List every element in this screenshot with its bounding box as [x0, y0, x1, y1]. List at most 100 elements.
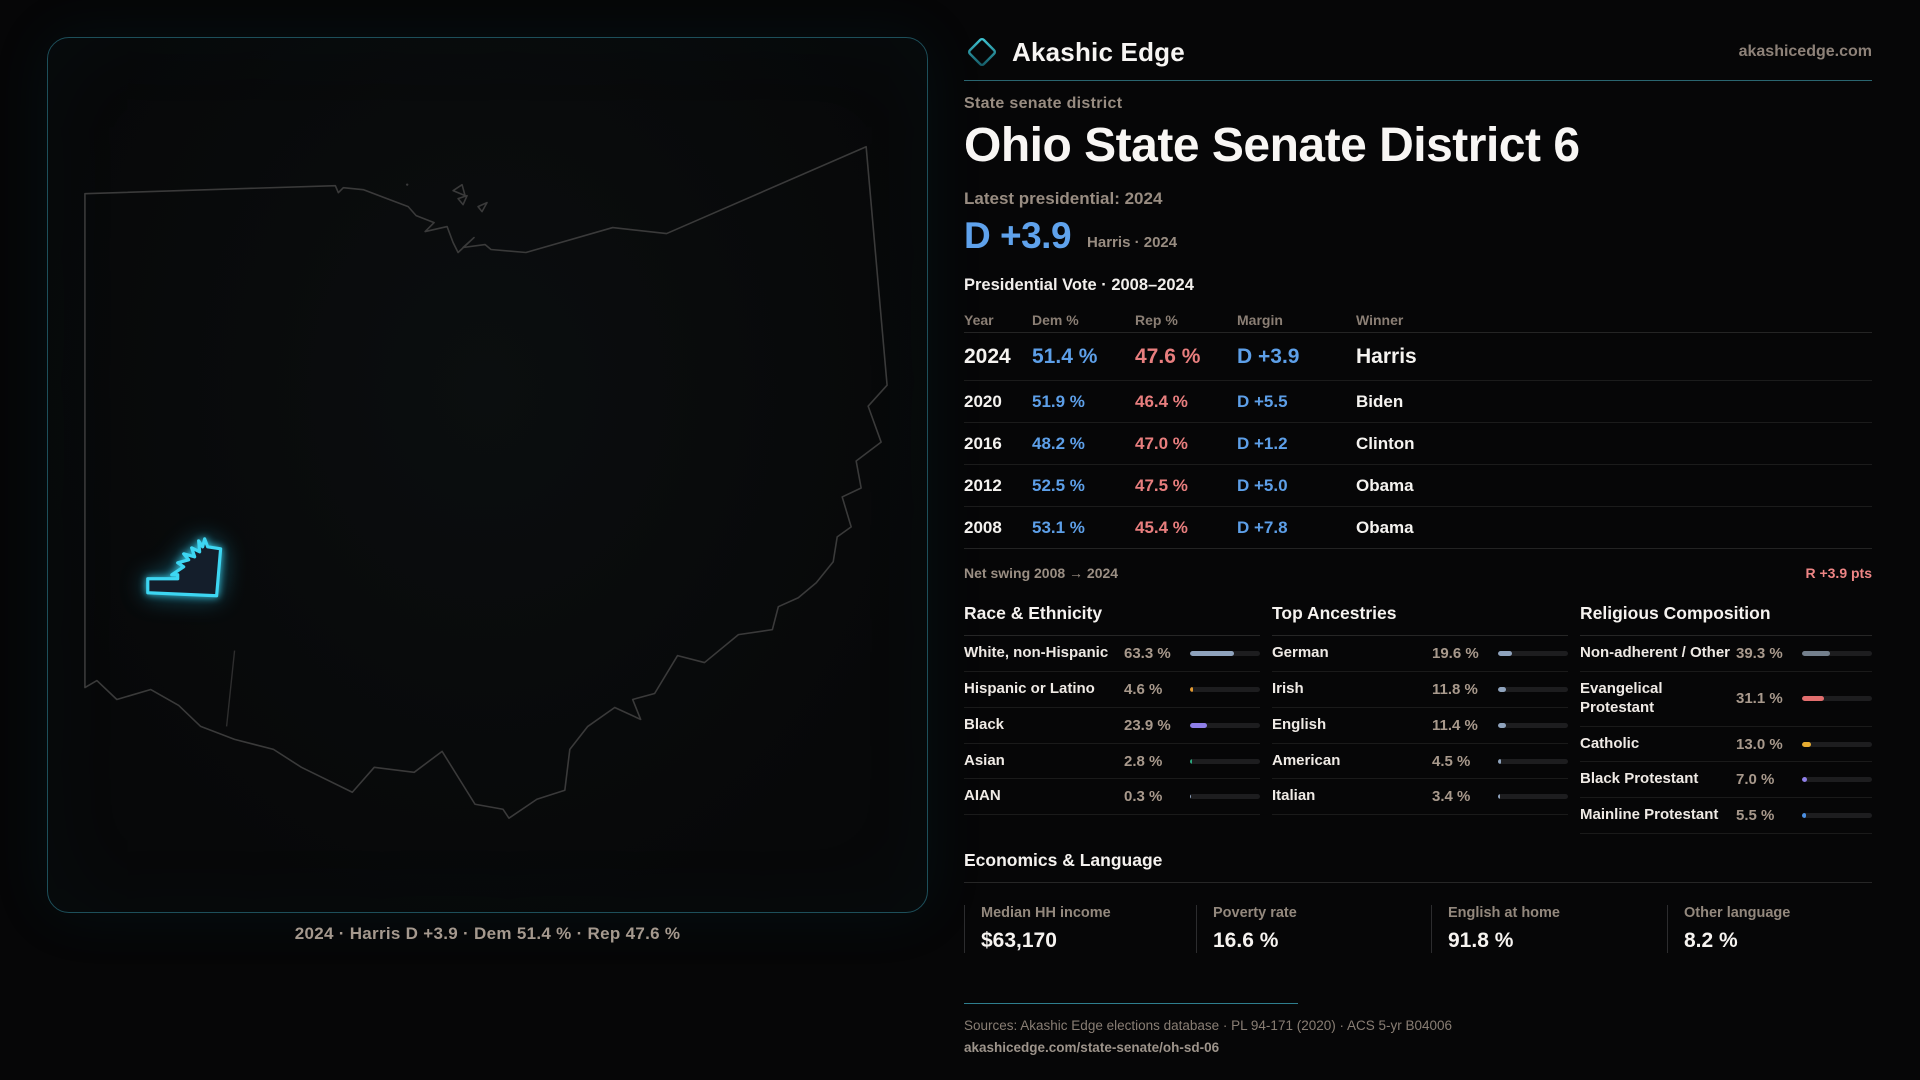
bar-track	[1190, 722, 1260, 728]
demographics-grid: Race & Ethnicity White, non-Hispanic 63.…	[964, 603, 1872, 834]
diamond-logo-icon	[967, 37, 997, 67]
vote-cell-year: 2008	[964, 517, 1002, 537]
demographic-label: Italian	[1272, 787, 1316, 805]
bar-fill	[1802, 741, 1812, 747]
stat-value: 91.8 %	[1448, 928, 1514, 952]
col-header-dem: Dem %	[1032, 311, 1079, 328]
bar-track	[1802, 777, 1872, 783]
kicker: State senate district	[964, 95, 1123, 112]
ohio-state-outline	[84, 145, 888, 820]
demographic-value: 63.3 %	[1124, 645, 1171, 663]
demographic-value: 11.4 %	[1432, 716, 1478, 734]
stat-label: English at home	[1448, 904, 1560, 921]
margin-context: Harris · 2024	[1087, 234, 1178, 252]
demographic-row: AIAN 0.3 %	[964, 779, 1260, 816]
demographic-section: Top Ancestries German 19.6 % Irish 11.8 …	[1272, 603, 1568, 816]
demographic-value: 4.6 %	[1124, 681, 1163, 699]
section-rows: German 19.6 % Irish 11.8 % English 11.4 …	[1272, 636, 1568, 816]
bar-fill	[1802, 777, 1807, 783]
vote-row: 2008 53.1 % 45.4 % D +7.8 Obama	[964, 507, 1872, 550]
section-title: Top Ancestries	[1272, 603, 1568, 637]
demographic-row: Asian 2.8 %	[964, 744, 1260, 780]
vote-row: 2024 51.4 % 47.6 % D +3.9 Harris	[964, 333, 1872, 382]
vote-cell-dem: 53.1 %	[1032, 517, 1085, 537]
vote-cell-winner: Harris	[1356, 344, 1417, 368]
bar-track	[1802, 651, 1872, 657]
economics-stats: Median HH income $63,170 Poverty rate 16…	[964, 904, 1872, 953]
stat-label: Poverty rate	[1213, 904, 1297, 921]
demographic-row: Non-adherent / Other 39.3 %	[1580, 636, 1872, 673]
bar-track	[1498, 722, 1568, 728]
bar-track	[1498, 651, 1568, 657]
stat-value: 16.6 %	[1213, 928, 1279, 952]
demographic-value: 19.6 %	[1432, 645, 1479, 663]
demographic-label: White, non-Hispanic	[964, 644, 1109, 662]
stat-value: $63,170	[981, 928, 1057, 952]
bar-fill	[1498, 794, 1501, 800]
vote-cell-rep: 47.0 %	[1135, 433, 1188, 453]
demographic-label: Non-adherent / Other	[1580, 644, 1731, 662]
vote-row: 2012 52.5 % 47.5 % D +5.0 Obama	[964, 465, 1872, 508]
demographic-section: Race & Ethnicity White, non-Hispanic 63.…	[964, 603, 1260, 816]
vote-cell-rep: 47.5 %	[1135, 475, 1188, 495]
vote-cell-winner: Obama	[1356, 517, 1414, 537]
demographic-row: Black Protestant 7.0 %	[1580, 762, 1872, 799]
bar-track	[1498, 794, 1568, 800]
brand-domain-link[interactable]: akashicedge.com	[1738, 43, 1872, 60]
brand-header: Akashic Edge akashicedge.com	[964, 30, 1872, 74]
section-rows: Non-adherent / Other 39.3 % Evangelical …	[1580, 636, 1872, 834]
demographic-row: American 4.5 %	[1272, 744, 1568, 780]
sources-line: Sources: Akashic Edge elections database…	[964, 1017, 1453, 1033]
demographic-value: 23.9 %	[1124, 716, 1171, 734]
demographic-row: White, non-Hispanic 63.3 %	[964, 636, 1260, 673]
vote-cell-year: 2020	[964, 391, 1002, 411]
demographic-row: Black 23.9 %	[964, 708, 1260, 744]
net-swing-value: R +3.9 pts	[1805, 565, 1872, 582]
demographic-section: Religious Composition Non-adherent / Oth…	[1580, 603, 1872, 834]
bar-fill	[1190, 687, 1194, 693]
vote-table-body: 2024 51.4 % 47.6 % D +3.9 Harris 2020 51…	[964, 333, 1872, 550]
vote-cell-dem: 51.9 %	[1032, 391, 1085, 411]
demographic-label: Evangelical Protestant	[1580, 680, 1663, 716]
demographic-label: AIAN	[964, 787, 1001, 805]
vote-row: 2016 48.2 % 47.0 % D +1.2 Clinton	[964, 423, 1872, 466]
vote-cell-year: 2012	[964, 475, 1002, 495]
demographic-label: English	[1272, 715, 1327, 733]
vote-cell-margin: D +5.0	[1237, 475, 1288, 495]
col-header-year: Year	[964, 311, 994, 328]
col-header-rep: Rep %	[1135, 311, 1178, 328]
river-line	[225, 650, 236, 727]
vote-cell-year: 2024	[964, 344, 1011, 368]
demographic-row: Evangelical Protestant 31.1 %	[1580, 672, 1872, 727]
demographic-value: 13.0 %	[1736, 735, 1783, 753]
vote-cell-margin: D +5.5	[1237, 391, 1288, 411]
vote-cell-winner: Biden	[1356, 391, 1404, 411]
stat-block: English at home 91.8 %	[1431, 904, 1667, 953]
district-6-shape[interactable]	[146, 537, 223, 598]
island-dot	[405, 183, 409, 186]
section-rows: White, non-Hispanic 63.3 % Hispanic or L…	[964, 636, 1260, 816]
demographic-value: 2.8 %	[1124, 752, 1163, 770]
footer: Sources: Akashic Edge elections database…	[964, 1002, 1872, 1057]
bar-track	[1190, 794, 1260, 800]
lake-erie-islands	[452, 183, 488, 213]
profile-url-link[interactable]: akashicedge.com/state-senate/oh-sd-06	[964, 1039, 1220, 1055]
section-title: Religious Composition	[1580, 603, 1872, 637]
bar-track	[1498, 758, 1568, 764]
vote-table-title: Presidential Vote · 2008–2024	[964, 276, 1194, 295]
demographic-label: German	[1272, 644, 1329, 662]
bar-track	[1190, 758, 1260, 764]
bar-fill	[1190, 758, 1192, 764]
vote-table: Year Dem % Rep % Margin Winner 2024 51.4…	[964, 307, 1872, 550]
demographic-label: Hispanic or Latino	[964, 680, 1095, 698]
demographic-label: American	[1272, 751, 1341, 769]
vote-cell-dem: 52.5 %	[1032, 475, 1085, 495]
footer-divider	[964, 1002, 1298, 1004]
bar-fill	[1802, 696, 1824, 702]
ohio-map	[84, 145, 888, 820]
demographic-label: Black	[964, 715, 1005, 733]
vote-cell-rep: 46.4 %	[1135, 391, 1188, 411]
bar-fill	[1190, 651, 1235, 657]
bar-fill	[1802, 651, 1830, 657]
bar-fill	[1498, 687, 1507, 693]
